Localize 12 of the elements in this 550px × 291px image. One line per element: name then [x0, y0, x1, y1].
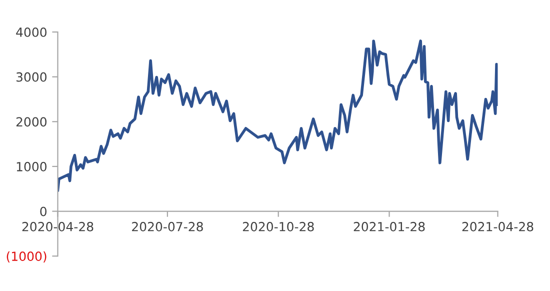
line-series — [58, 40, 498, 192]
x-tick-label: 2020-04-28 — [22, 222, 94, 232]
y-tick-label: 3000 — [16, 72, 47, 82]
y-tick-label: (1000) — [6, 251, 46, 262]
y-tick-label: 2000 — [16, 117, 47, 127]
x-tick-label: 2021-01-28 — [354, 222, 425, 232]
y-tick-label: 4000 — [16, 27, 47, 37]
x-tick-label: 2020-07-28 — [132, 222, 203, 232]
y-tick-label: 0 — [40, 206, 47, 216]
y-tick-label: 1000 — [16, 162, 47, 172]
x-tick-label: 2021-04-28 — [462, 222, 534, 232]
x-tick-label: 2020-10-28 — [242, 222, 314, 232]
